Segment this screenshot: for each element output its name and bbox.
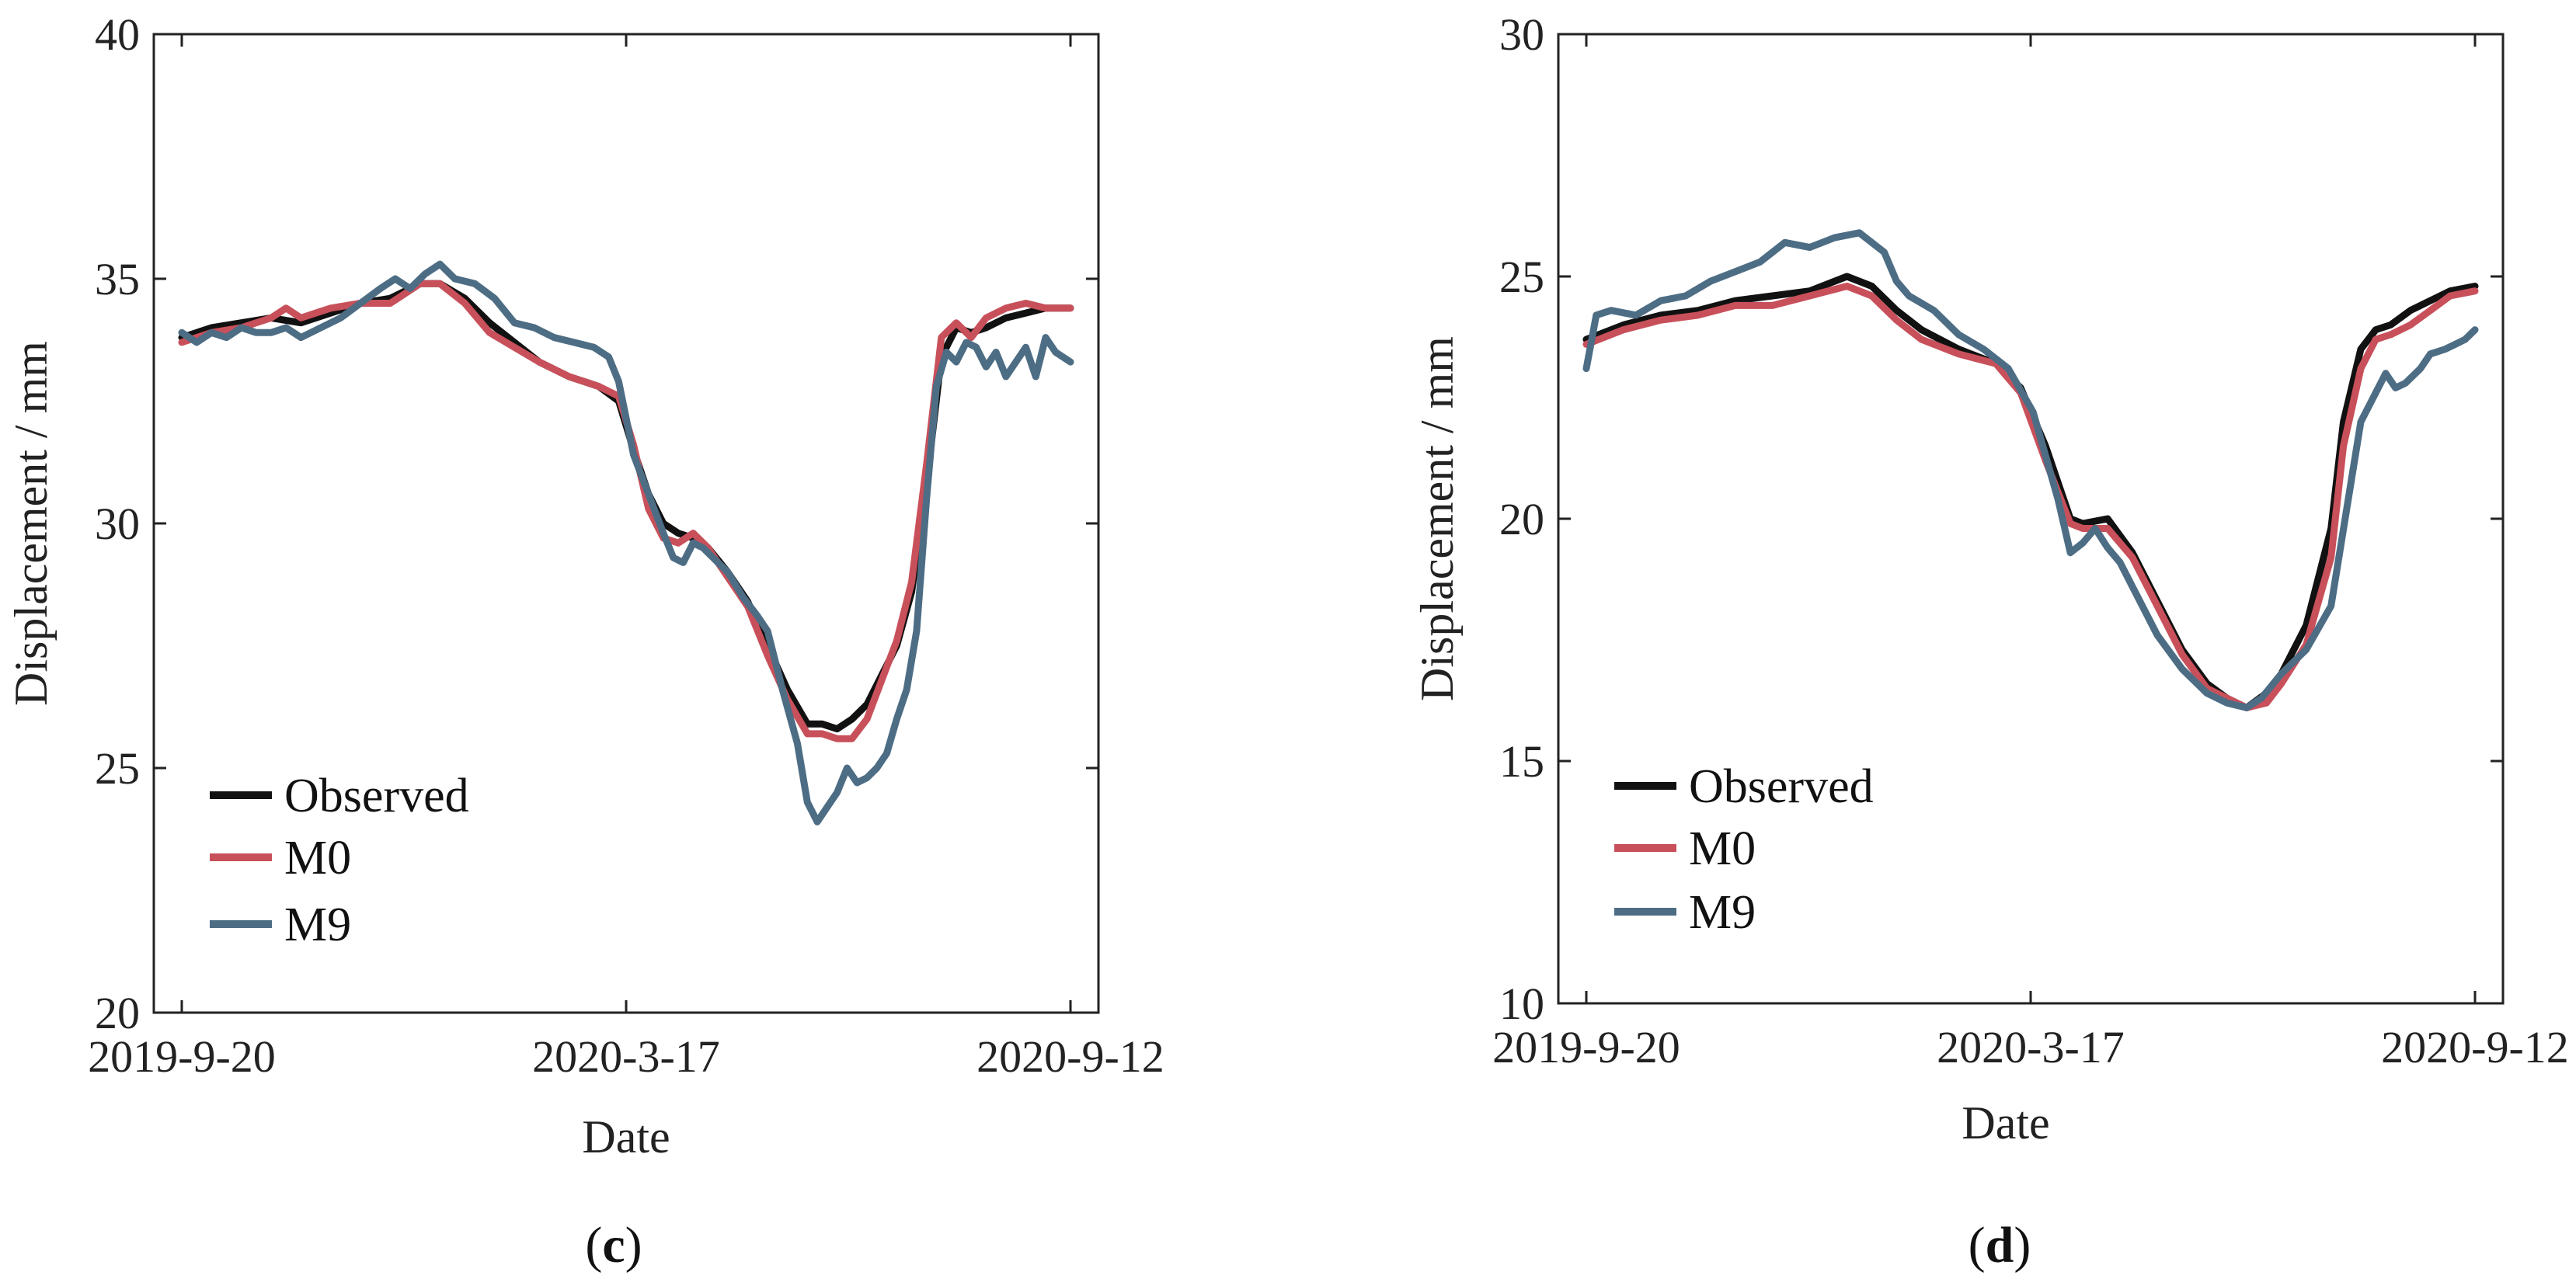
legend-label-observed: Observed: [1689, 760, 1874, 813]
panel-letter-d: d: [1986, 1217, 2014, 1274]
series-line-m0: [1582, 283, 2479, 711]
panel-label-c: (c): [585, 1217, 642, 1274]
y-axis-label: Displacement / mm: [5, 341, 57, 706]
legend: Observed M0 M9: [1614, 760, 1874, 939]
panel-label-d: (d): [1969, 1217, 2031, 1274]
legend-label-m0: M0: [284, 832, 351, 885]
y-tick-label: 15: [1499, 736, 1544, 787]
x-axis-label: Date: [1962, 1097, 2049, 1149]
x-tick-label: 2019-9-20: [88, 1031, 276, 1082]
y-axis: 10 15 20 25 30: [1499, 9, 2503, 1029]
y-tick-label: 20: [95, 988, 140, 1038]
chart-panel-d: 10 15 20 25 30 2019-9-20 2020-3-17 2020-9-12 D…: [1412, 9, 2569, 1274]
y-tick-label: 30: [1499, 9, 1544, 60]
y-tick-label: 25: [95, 743, 140, 794]
series-line-observed: [1582, 273, 2479, 711]
y-tick-label: 35: [95, 254, 140, 304]
x-tick-label: 2020-9-12: [2381, 1022, 2569, 1072]
legend-label-m0: M0: [1689, 822, 1756, 875]
legend: Observed M0 M9: [210, 770, 469, 951]
y-tick-label: 20: [1499, 494, 1544, 544]
series-lines: [1582, 229, 2479, 711]
x-axis: 2019-9-20 2020-3-17 2020-9-12: [1492, 34, 2569, 1072]
y-tick-label: 40: [95, 9, 140, 60]
x-axis: 2019-9-20 2020-3-17 2020-9-12: [88, 34, 1164, 1082]
x-tick-label: 2020-3-17: [532, 1031, 720, 1082]
x-tick-label: 2020-9-12: [976, 1031, 1164, 1082]
chart-panel-c: 20 25 30 35 40 2019-9-20 2020-3-17 2020-9-12 D…: [5, 9, 1164, 1274]
y-axis-label: Displacement / mm: [1412, 336, 1463, 701]
series-line-m9: [1582, 229, 2479, 711]
y-tick-label: 25: [1499, 252, 1544, 302]
legend-label-m9: M9: [1689, 886, 1756, 939]
y-axis: 20 25 30 35 40: [95, 9, 1098, 1038]
series-lines: [178, 260, 1074, 825]
y-tick-label: 30: [95, 499, 140, 549]
y-tick-label: 10: [1499, 978, 1544, 1029]
x-tick-label: 2020-3-17: [1937, 1022, 2125, 1072]
x-axis-label: Date: [582, 1111, 670, 1163]
legend-label-observed: Observed: [284, 770, 469, 822]
legend-label-m9: M9: [284, 898, 351, 951]
series-line-m9: [178, 260, 1074, 825]
x-tick-label: 2019-9-20: [1492, 1022, 1680, 1072]
plot-frame: [152, 33, 1100, 1014]
panel-letter-c: c: [602, 1217, 625, 1274]
